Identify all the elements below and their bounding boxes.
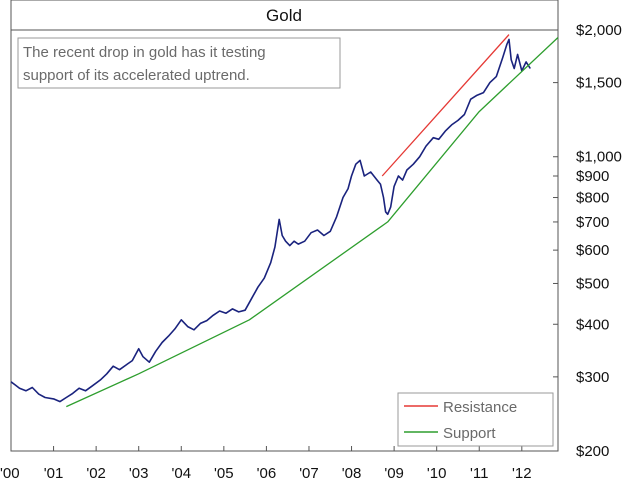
legend-label-support: Support [443,425,496,442]
gold-price-line [10,38,531,403]
x-tick-label: '11 [470,465,488,482]
series-layer [10,34,559,408]
annotation-line-1: The recent drop in gold has it testing [23,44,266,61]
chart-title: Gold [266,6,302,25]
x-tick-label: '03 [129,465,149,482]
x-tick-label: '05 [214,465,234,482]
x-tick-label: '10 [427,465,447,482]
title-bar [10,0,559,31]
y-tick-label: $300 [576,369,609,386]
y-tick-label: $1,500 [576,75,622,92]
legend-box [397,392,554,447]
x-tick-label: '02 [86,465,106,482]
x-tick-label: '07 [299,465,319,482]
y-tick-label: $600 [576,242,609,259]
y-tick-label: $2,000 [576,22,622,39]
annotation-box [17,37,341,89]
y-tick-label: $900 [576,168,609,185]
x-tick-label: '09 [384,465,404,482]
y-tick-label: $1,000 [576,149,622,166]
y-tick-label: $700 [576,214,609,231]
y-tick-label: $800 [576,190,609,207]
annotation-line-2: support of its accelerated uptrend. [23,67,250,84]
x-tick-label: '08 [342,465,362,482]
resistance-line [381,34,510,177]
y-tick-label: $400 [576,316,609,333]
x-axis-ticks: '00 '01 '02 '03 '04 '05 '06 '07 '08 '09 '10 '11 '12 [0,446,532,482]
x-tick-label: '04 [171,465,191,482]
y-tick-label: $500 [576,275,609,292]
x-tick-label: '12 [512,465,532,482]
x-tick-label: '06 [257,465,277,482]
support-line [66,37,559,408]
legend-label-resistance: Resistance [443,399,517,416]
y-axis-ticks: $2,000 $1,500 $1,000 $900 $800 $700 $600 $500 $4… [553,22,622,460]
x-tick-label: '01 [44,465,64,482]
y-tick-label: $200 [576,443,609,460]
x-tick-label: '00 [0,465,20,482]
